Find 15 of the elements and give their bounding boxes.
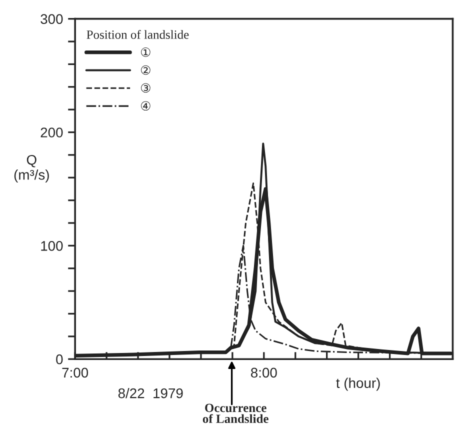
y-tick-label: 200: [40, 128, 63, 138]
text: Occurrence of Landslide: [202, 404, 268, 424]
legend-label: ①: [141, 48, 150, 57]
y-tick-label: 100: [41, 241, 63, 251]
legend-title: Position of landslide: [86, 30, 189, 39]
legend-label: ③: [141, 83, 150, 93]
x-tick-label: 8:00: [250, 368, 277, 378]
y-axis-title: Q (m³/s): [14, 154, 49, 182]
legend-label: ④: [141, 101, 150, 111]
y-tick-label: 300: [40, 14, 63, 24]
x-axis-title: t (hour): [336, 378, 380, 391]
x-tick-label: 7:00: [62, 368, 88, 378]
legend-label: ②: [141, 65, 150, 75]
y-tick-label: 0: [56, 354, 63, 364]
text: 8/22 1979: [118, 388, 183, 398]
